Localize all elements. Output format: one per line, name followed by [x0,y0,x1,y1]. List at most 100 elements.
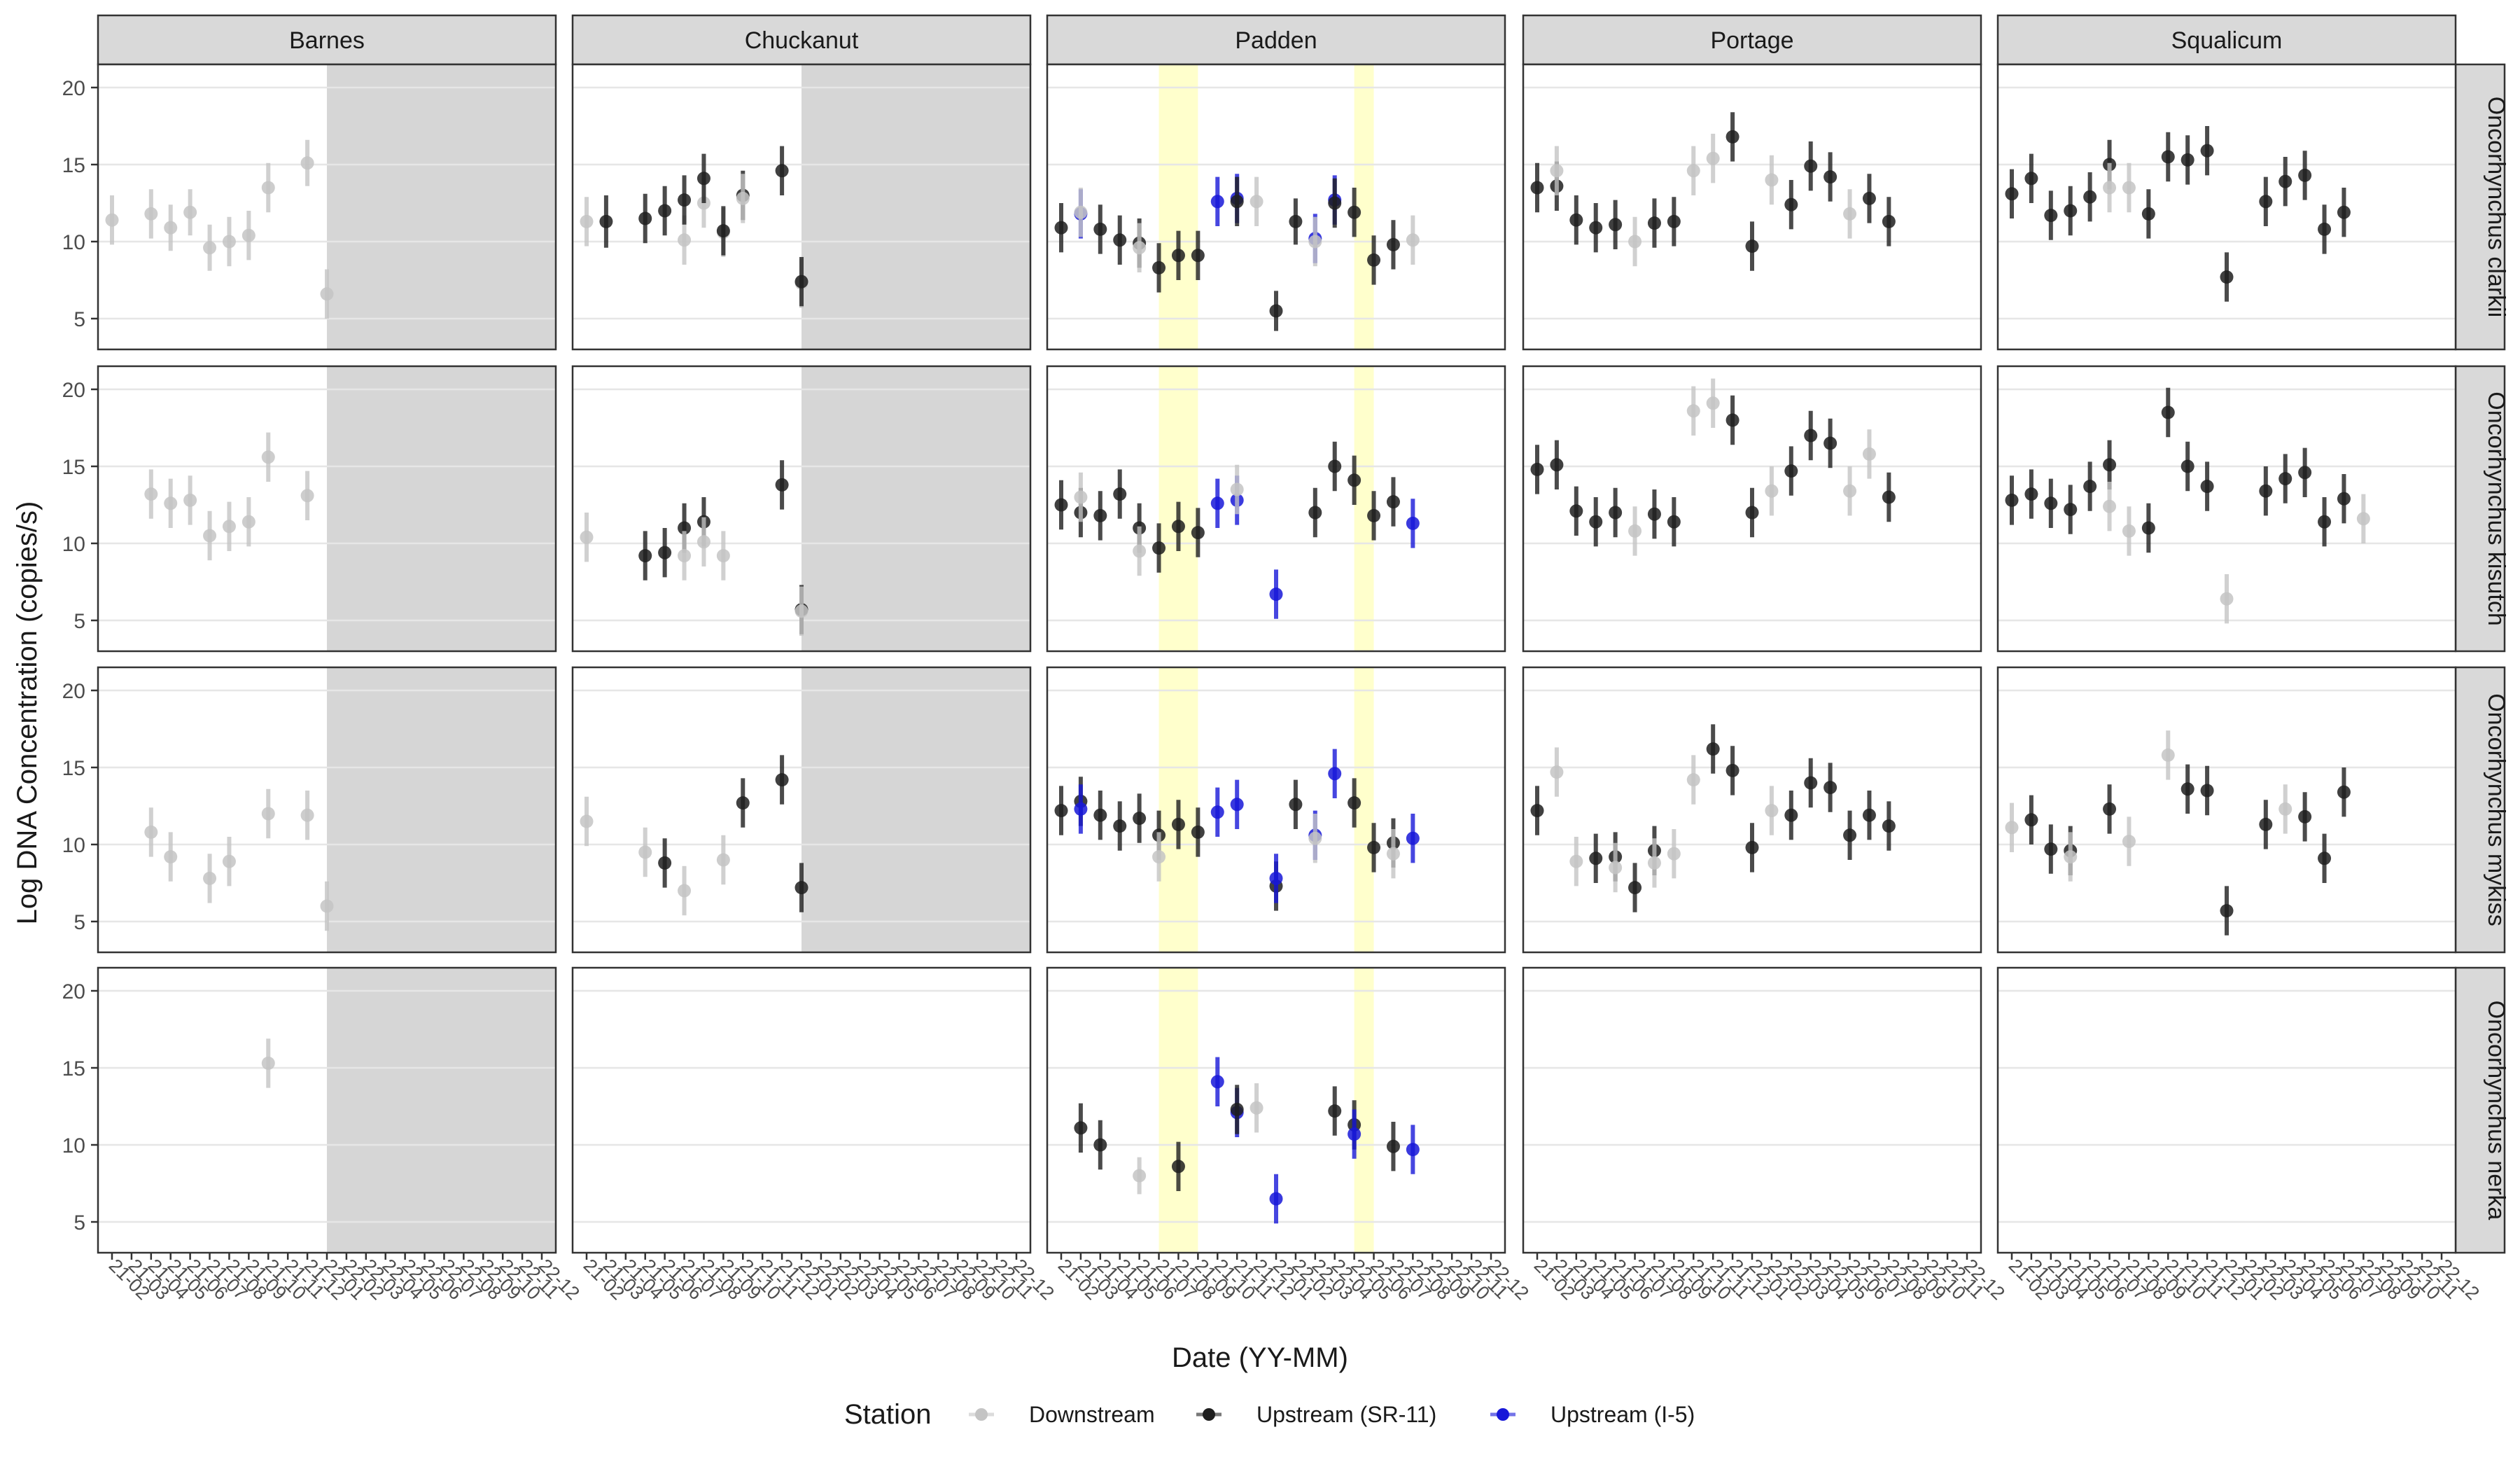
data-point [2122,524,2136,538]
panel-border [1522,63,1982,351]
data-point [1191,249,1205,263]
panel-border [97,666,557,954]
data-point [1882,214,1896,228]
data-point [1367,253,1381,267]
data-point [144,207,158,221]
data-point [2298,809,2312,823]
data-point [1171,520,1185,534]
shaded-region [1354,667,1374,952]
data-point [1093,508,1107,522]
data-point [2356,512,2370,526]
data-point [1550,458,1564,472]
data-point [716,549,730,563]
data-point [300,489,314,503]
data-point [638,211,652,225]
data-point [2024,172,2038,186]
data-point [1054,498,1068,512]
data-point [320,899,334,913]
data-point [1093,808,1107,822]
data-point [1804,159,1818,173]
data-point [1367,508,1381,522]
data-point [2161,748,2175,762]
legend-label-downstream: Downstream [1029,1402,1155,1427]
data-point [261,181,275,195]
data-point [2298,466,2312,480]
data-point [1784,197,1798,211]
panel-oncorhynchus-kisutch-padden [1046,365,1506,653]
data-point [1667,214,1681,228]
data-point [794,274,808,288]
data-point [300,808,314,822]
data-point [2122,181,2136,195]
data-point [222,854,236,868]
data-point [1686,773,1700,787]
data-point [1745,506,1759,520]
data-point [696,535,710,549]
data-point [658,545,672,559]
panel-oncorhynchus-kisutch-chuckanut [571,365,1032,653]
panel-background [1998,968,2456,1253]
data-point [1250,195,1264,209]
data-point [164,221,178,235]
data-point [2259,817,2273,831]
data-point [2044,842,2058,856]
shaded-region [802,366,1030,651]
data-point [1647,507,1661,521]
data-point [203,529,217,543]
x-axis-title: Date (YY-MM) [1172,1342,1348,1373]
shaded-region [1354,366,1374,651]
data-point [638,549,652,563]
data-point [638,845,652,859]
shaded-region [802,64,1030,349]
shaded-region [327,366,556,651]
data-point [2278,174,2292,188]
data-point [2141,207,2155,221]
panel-oncorhynchus-clarkii-barnes: 5 10 15 20 [62,63,557,351]
shaded-region [1354,968,1374,1253]
panel-oncorhynchus-clarkii-padden [1046,63,1506,351]
data-point [2259,484,2273,498]
data-point [1308,506,1322,520]
data-point [241,515,255,529]
data-point [1328,1104,1342,1118]
data-point [2141,521,2155,535]
data-point [1171,249,1185,263]
y-tick-label: 15 [62,154,85,177]
data-point [1647,856,1661,870]
facet-label-padden: Padden [1235,27,1317,54]
data-point [1589,515,1603,529]
data-point [1569,504,1583,518]
panel-oncorhynchus-nerka-portage: 21-0221-0321-0421-0521-0621-0721-0821-09… [1522,966,2009,1304]
data-point [736,796,750,810]
panel-oncorhynchus-clarkii-chuckanut [571,63,1032,351]
facet-strip-chuckanut [571,14,1032,66]
legend-key-point-upstream-i-5 [1497,1408,1509,1421]
data-point [1210,1075,1224,1089]
data-point [1647,216,1661,230]
data-point [2180,153,2194,167]
data-point [1386,495,1400,509]
data-point [2278,472,2292,486]
data-point [1230,1102,1244,1116]
data-point [1152,850,1166,864]
data-point [1745,840,1759,854]
data-point [1609,861,1623,875]
data-point [1406,1143,1420,1157]
row-label-oncorhynchus-nerka: Oncorhynchus nerka [2483,1001,2510,1221]
panel-border [1046,365,1506,653]
y-tick-label: 5 [74,610,85,633]
data-point [1686,164,1700,178]
panel-oncorhynchus-clarkii-portage [1522,63,1982,351]
data-point [1823,436,1837,450]
panel-background [1523,64,1981,349]
data-point [2318,851,2332,865]
data-point [1667,847,1681,861]
data-point [1348,473,1362,487]
data-point [1862,191,1876,205]
data-point [1804,776,1818,790]
data-point [2220,270,2234,284]
data-point [1765,484,1779,498]
data-point [1765,804,1779,818]
y-tick-label: 20 [62,980,85,1003]
panel-oncorhynchus-nerka-chuckanut: 21-0221-0321-0421-0521-0621-0721-0821-09… [571,966,1058,1304]
